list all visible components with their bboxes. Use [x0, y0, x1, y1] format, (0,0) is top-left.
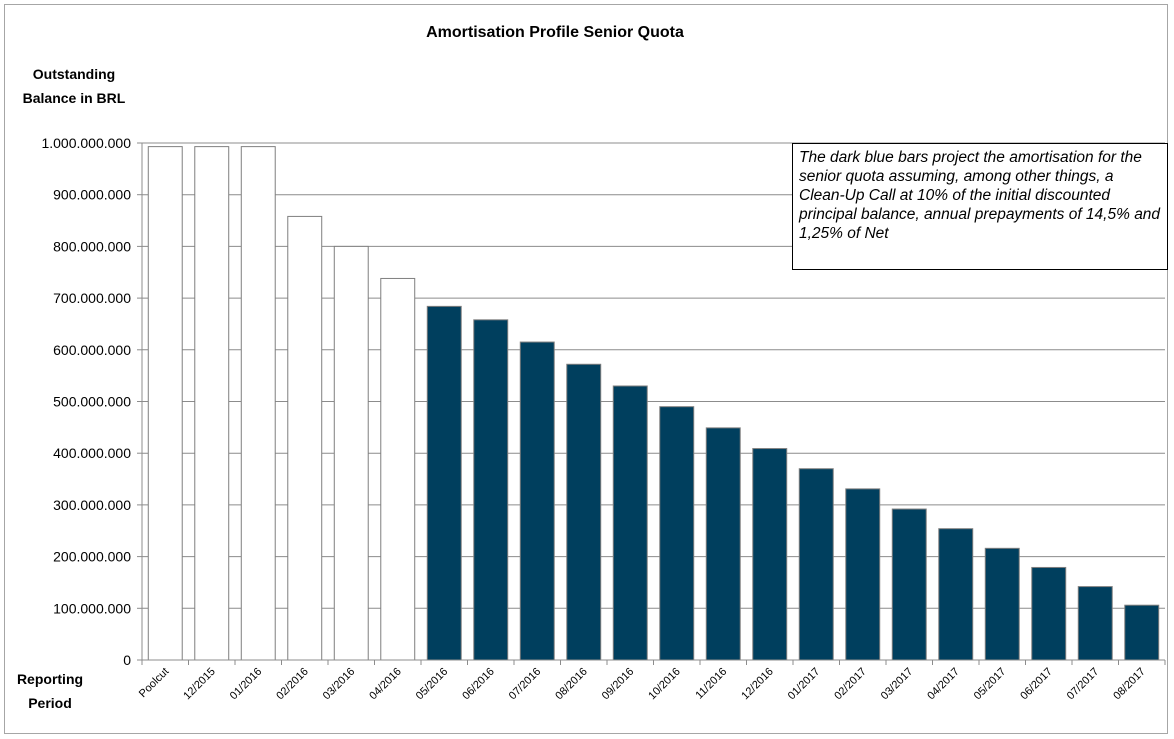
y-tick-label: 300.000.000: [53, 497, 131, 513]
x-tick-label: 05/2016: [414, 666, 451, 703]
bar-projected: [519, 341, 555, 661]
bar-projected: [891, 508, 927, 661]
y-axis-label-line-1: Outstanding: [33, 66, 115, 82]
bar-projected: [1124, 604, 1160, 661]
bar-projected: [426, 305, 462, 661]
x-tick-label: 08/2016: [553, 666, 590, 703]
bar-actual: [380, 277, 416, 661]
y-tick-label: 600.000.000: [53, 342, 131, 358]
y-tick-label: 500.000.000: [53, 394, 131, 410]
x-tick-label: 04/2016: [367, 666, 404, 703]
x-tick-label: 12/2016: [739, 666, 776, 703]
x-axis-label-line-1: Reporting: [17, 671, 83, 687]
bar-projected: [1077, 586, 1113, 661]
x-tick-label: 06/2016: [460, 666, 497, 703]
bar-projected: [473, 319, 509, 661]
bar-projected: [705, 427, 741, 661]
y-tick-label: 800.000.000: [53, 238, 131, 254]
chart-title: Amortisation Profile Senior Quota: [426, 24, 684, 41]
x-tick-label: 09/2016: [600, 666, 637, 703]
bar-actual: [333, 245, 369, 661]
bar-projected: [798, 468, 834, 661]
bar-actual: [147, 146, 183, 661]
y-tick-label: 200.000.000: [53, 549, 131, 565]
x-tick-label: Poolcut: [137, 666, 171, 700]
bar-projected: [938, 528, 974, 661]
x-tick-label: 07/2016: [507, 666, 544, 703]
bar-projected: [612, 385, 648, 661]
bar-actual: [240, 146, 276, 661]
bar-projected: [845, 488, 881, 661]
bar-projected: [752, 448, 788, 661]
x-tick-label: 05/2017: [972, 666, 1009, 703]
bar-actual: [194, 146, 230, 661]
projection-note: The dark blue bars project the amortisat…: [792, 143, 1168, 270]
bar-projected: [984, 547, 1020, 661]
y-tick-labels: 0 100.000.000 200.000.000 300.000.000 400.00…: [41, 135, 131, 668]
y-tick-label: 1.000.000.000: [41, 135, 131, 151]
x-axis-label-line-2: Period: [28, 695, 72, 711]
axes: [137, 142, 1166, 665]
y-tick-label: 400.000.000: [53, 445, 131, 461]
y-tick-label: 700.000.000: [53, 290, 131, 306]
x-tick-label: 11/2016: [693, 666, 729, 702]
y-tick-label: 0: [123, 652, 131, 668]
x-tick-label: 10/2016: [646, 666, 683, 703]
bar-actual: [287, 215, 323, 661]
bar-projected: [566, 363, 602, 661]
x-tick-label: 08/2017: [1111, 666, 1148, 703]
x-tick-label: 12/2015: [181, 666, 218, 703]
x-tick-label: 04/2017: [925, 666, 962, 703]
x-tick-label: 07/2017: [1065, 666, 1102, 703]
x-tick-labels: Poolcut 12/2015 01/2016 02/2016 03/2016 04/20…: [137, 666, 1148, 703]
x-tick-label: 06/2017: [1018, 666, 1055, 703]
y-tick-label: 900.000.000: [53, 187, 131, 203]
bar-projected: [1031, 566, 1067, 661]
x-tick-label: 03/2016: [321, 666, 358, 703]
x-tick-label: 03/2017: [879, 666, 916, 703]
y-tick-label: 100.000.000: [53, 600, 131, 616]
x-tick-label: 02/2016: [274, 666, 311, 703]
bar-projected: [659, 406, 695, 661]
x-tick-label: 02/2017: [832, 666, 869, 703]
y-axis-label-line-2: Balance in BRL: [23, 90, 126, 106]
x-tick-label: 01/2017: [786, 666, 823, 703]
x-tick-label: 01/2016: [228, 666, 265, 703]
